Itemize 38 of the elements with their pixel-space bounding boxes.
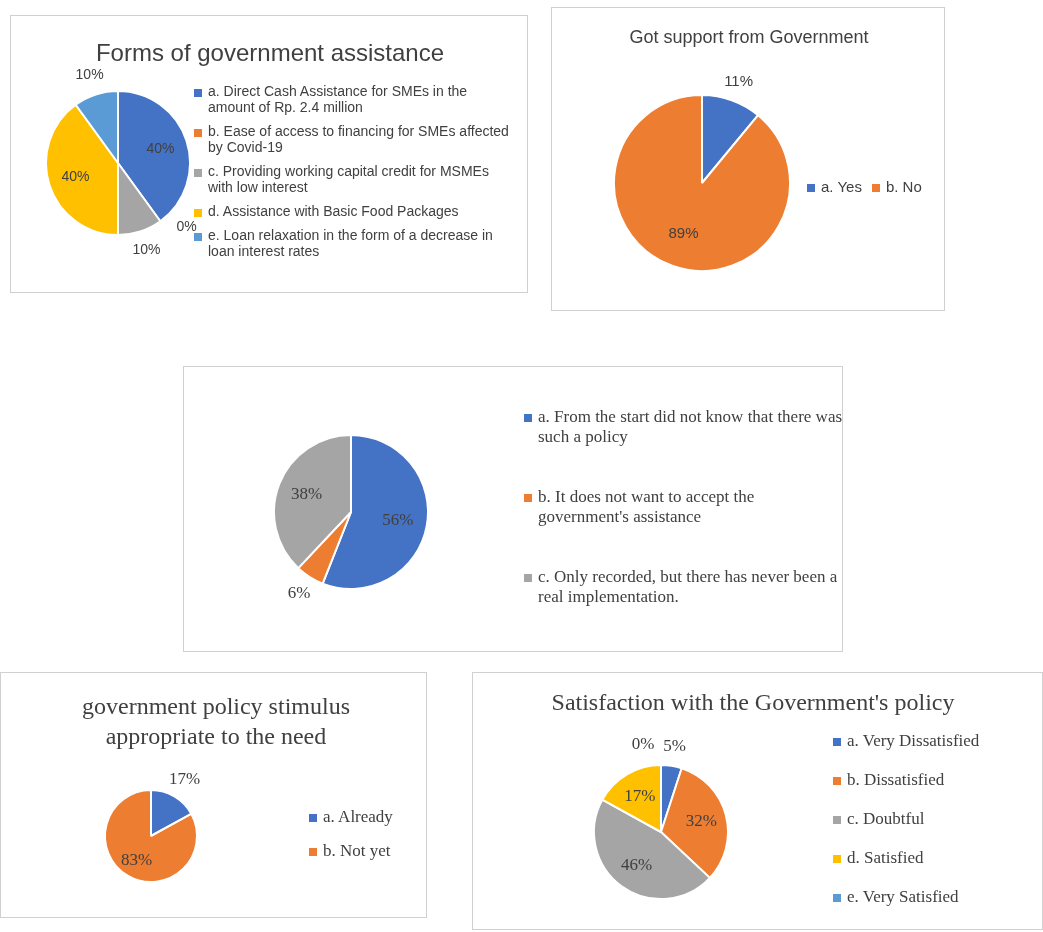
data-label: 40% [61, 167, 90, 184]
legend-label: b. Dissatisfied [847, 770, 945, 790]
legend-label: b. No [885, 178, 922, 195]
legend-label: d. Assistance with Basic Food Packages [208, 203, 459, 219]
legend-label: b. Ease of access to financing for SMEs affected by Covid-19 [208, 123, 510, 155]
data-label: 40% [146, 140, 175, 157]
data-label: 10% [132, 241, 161, 258]
data-label: 32% [685, 811, 717, 831]
legend-label: c. Providing working capital credit for MSMEs with low interest [208, 163, 490, 195]
legend-label: e. Very Satisfied [847, 887, 959, 907]
text: Forms of government assistance [94, 38, 446, 68]
legend-label: a. Yes [821, 178, 862, 195]
legend-label: a. Direct Cash Assistance for SMEs in the amount of Rp. 2.4 million [208, 83, 469, 115]
chart-title: government policy stimulus appropriate to the need [81, 692, 351, 751]
chart-title: Satisfaction with the Government's policy [550, 688, 956, 717]
data-label: 17% [169, 768, 201, 788]
text: 0% [631, 734, 655, 754]
data-label: 11% [724, 71, 754, 89]
legend-label: a. From the start did not know that there was such a policy [538, 407, 844, 447]
data-label: 38% [291, 483, 323, 503]
legend-label: c. Doubtful [847, 809, 925, 829]
data-label: 6% [287, 583, 311, 603]
legend-label: a. Very Dissatisfied [847, 731, 980, 751]
legend-label: a. Already [323, 807, 393, 827]
data-label: 17% [624, 785, 656, 805]
data-label: 5% [663, 735, 686, 755]
text: 0% [176, 217, 197, 234]
data-label: 83% [120, 850, 153, 870]
legend-label: b. Not yet [323, 841, 391, 861]
chart-title: Got support from Government [628, 26, 870, 49]
data-label: 10% [75, 66, 104, 83]
legend-label: c. Only recorded, but there has never been a real implementation. [538, 567, 839, 607]
data-label: 46% [621, 855, 653, 875]
legend-label: d. Satisfied [847, 848, 924, 868]
legend-label: e. Loan relaxation in the form of a decrease in loan interest rates [208, 227, 494, 259]
data-label: 56% [382, 510, 414, 530]
data-label: 89% [668, 224, 699, 242]
legend-label: b. It does not want to accept the government's assistance [538, 487, 756, 527]
